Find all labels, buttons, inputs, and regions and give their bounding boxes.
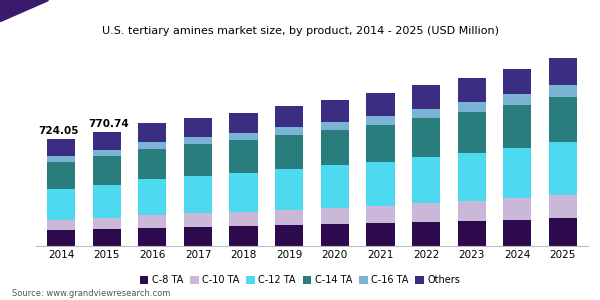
- Bar: [503, 105, 532, 148]
- Bar: [229, 173, 258, 212]
- Bar: [458, 201, 486, 221]
- Bar: [229, 226, 258, 246]
- Bar: [549, 58, 577, 85]
- Bar: [412, 118, 440, 157]
- Bar: [503, 94, 532, 105]
- Bar: [275, 135, 304, 170]
- Bar: [92, 132, 121, 150]
- Bar: [320, 224, 349, 246]
- Bar: [184, 214, 212, 227]
- Text: 724.05: 724.05: [38, 126, 79, 136]
- Bar: [92, 150, 121, 156]
- Bar: [138, 215, 166, 228]
- Bar: [320, 130, 349, 165]
- Text: 770.74: 770.74: [89, 119, 130, 129]
- Bar: [184, 137, 212, 144]
- Bar: [92, 218, 121, 229]
- Bar: [229, 133, 258, 140]
- Bar: [47, 220, 75, 230]
- Bar: [366, 93, 395, 116]
- Bar: [275, 127, 304, 135]
- Bar: [229, 212, 258, 226]
- Bar: [458, 78, 486, 102]
- Bar: [412, 222, 440, 246]
- Bar: [184, 227, 212, 246]
- Polygon shape: [0, 0, 48, 21]
- Legend: C-8 TA, C-10 TA, C-12 TA, C-14 TA, C-16 TA, Others: C-8 TA, C-10 TA, C-12 TA, C-14 TA, C-16 …: [136, 272, 464, 289]
- Bar: [47, 156, 75, 162]
- Bar: [138, 228, 166, 246]
- Bar: [503, 69, 532, 94]
- Bar: [458, 153, 486, 201]
- Bar: [503, 220, 532, 246]
- Bar: [549, 195, 577, 218]
- Bar: [229, 113, 258, 133]
- Bar: [412, 109, 440, 118]
- Bar: [320, 208, 349, 224]
- Bar: [184, 144, 212, 176]
- Bar: [412, 203, 440, 222]
- Bar: [458, 102, 486, 112]
- Bar: [275, 210, 304, 225]
- Bar: [549, 142, 577, 195]
- Bar: [458, 221, 486, 246]
- Bar: [275, 225, 304, 246]
- Bar: [92, 229, 121, 246]
- Bar: [275, 106, 304, 127]
- Bar: [138, 149, 166, 179]
- Bar: [412, 157, 440, 203]
- Bar: [47, 189, 75, 220]
- Bar: [47, 162, 75, 189]
- Bar: [320, 100, 349, 122]
- Bar: [549, 85, 577, 97]
- Bar: [275, 169, 304, 210]
- Bar: [138, 179, 166, 215]
- Bar: [47, 230, 75, 246]
- Bar: [184, 176, 212, 214]
- Bar: [366, 125, 395, 162]
- Bar: [366, 162, 395, 206]
- Bar: [458, 112, 486, 153]
- Bar: [549, 218, 577, 246]
- Bar: [366, 116, 395, 125]
- Bar: [92, 185, 121, 218]
- Bar: [229, 140, 258, 173]
- Bar: [412, 85, 440, 109]
- Bar: [366, 223, 395, 246]
- Bar: [503, 148, 532, 198]
- Bar: [549, 97, 577, 142]
- Text: U.S. tertiary amines market size, by product, 2014 - 2025 (USD Million): U.S. tertiary amines market size, by pro…: [101, 26, 499, 35]
- Bar: [138, 142, 166, 149]
- Bar: [92, 156, 121, 185]
- Text: Source: www.grandviewresearch.com: Source: www.grandviewresearch.com: [12, 290, 170, 298]
- Bar: [320, 165, 349, 208]
- Bar: [184, 118, 212, 137]
- Bar: [503, 198, 532, 220]
- Bar: [366, 206, 395, 223]
- Bar: [320, 122, 349, 130]
- Bar: [47, 139, 75, 156]
- Bar: [138, 123, 166, 142]
